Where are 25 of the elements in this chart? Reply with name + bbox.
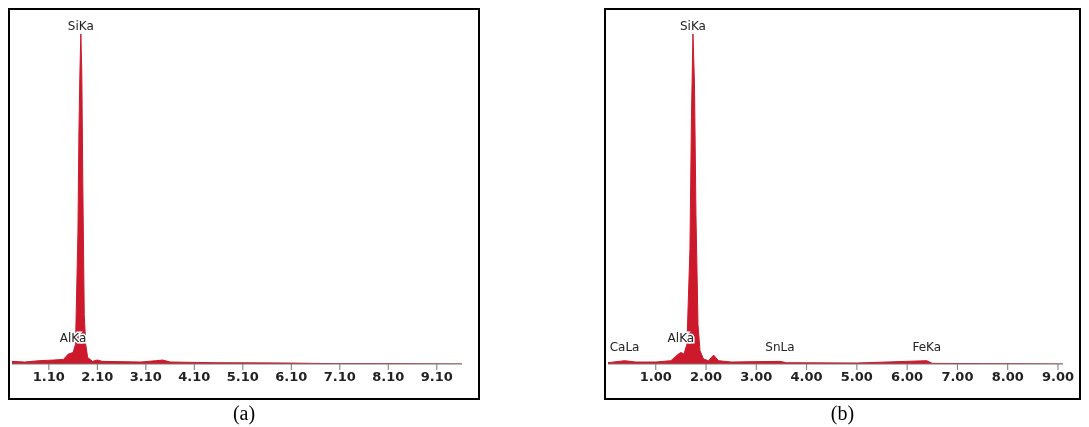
x-tick-label: 8.10 <box>372 369 405 385</box>
x-tick-label: 4.10 <box>178 369 211 385</box>
annotation: FeKa <box>912 339 942 354</box>
x-tick-label: 2.00 <box>690 369 723 385</box>
annotation: SiKa <box>679 19 706 33</box>
text: (b) <box>829 402 856 425</box>
annotation: SnLa <box>765 340 795 355</box>
text: (a) <box>231 402 257 425</box>
x-tick-label: 4.00 <box>790 369 823 385</box>
x-tick-label: 9.00 <box>1041 369 1075 385</box>
x-tick-label: 5.10 <box>226 369 259 385</box>
x-tick-label: 6.10 <box>275 369 308 385</box>
annotation: CaLa <box>609 339 640 354</box>
x-tick-label: 2.10 <box>81 369 114 385</box>
x-tick-label: 7.10 <box>323 369 356 385</box>
x-tick-label: 8.00 <box>991 369 1024 385</box>
x-tick-label: 1.10 <box>32 369 65 385</box>
x-tick-label: 9.10 <box>420 369 453 385</box>
x-tick-label: 6.00 <box>891 369 924 385</box>
annotation: SiKa <box>67 19 94 33</box>
x-tick-label: 3.00 <box>740 369 773 385</box>
x-tick-label: 5.00 <box>840 369 873 385</box>
x-tick-label: 3.10 <box>129 369 162 385</box>
x-tick-label: 1.00 <box>639 369 672 385</box>
x-tick-label: 7.00 <box>941 369 974 385</box>
